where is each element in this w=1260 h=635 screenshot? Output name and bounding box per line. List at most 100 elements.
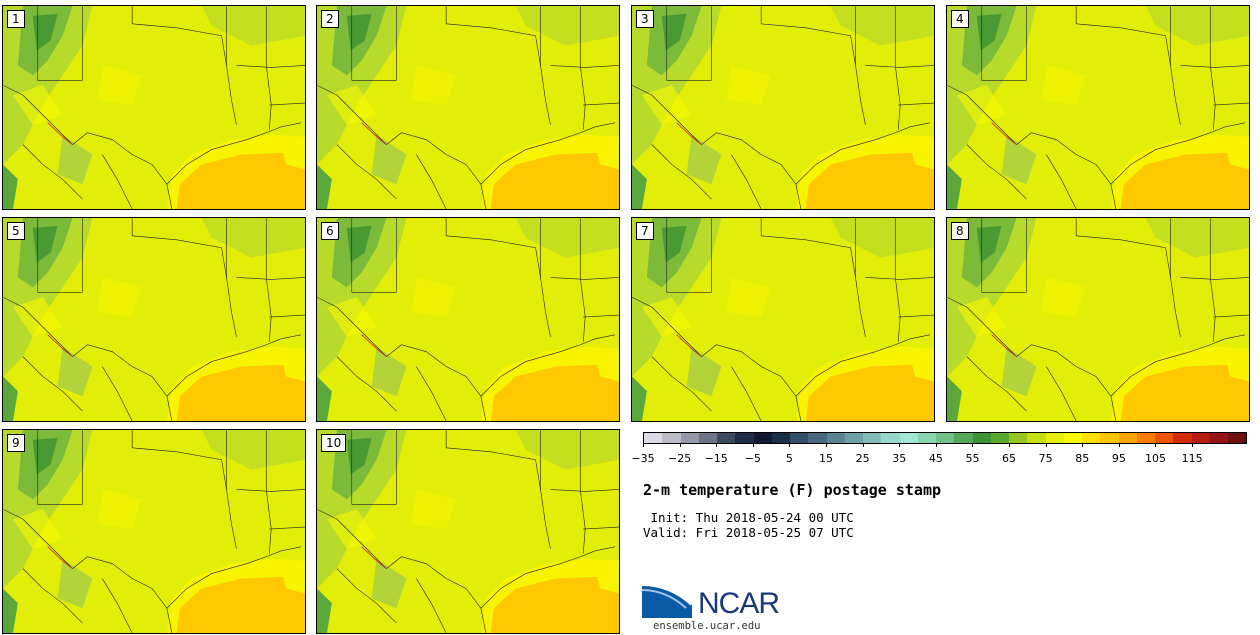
panel-number: 5	[7, 222, 25, 240]
ncar-logo-icon	[642, 582, 694, 618]
colorbar-swatch	[735, 433, 754, 443]
init-time: Init: Thu 2018-05-24 00 UTC	[643, 510, 854, 525]
map-panel-7: 7	[631, 217, 935, 422]
colorbar-swatch	[644, 433, 663, 443]
panel-number: 9	[7, 434, 25, 452]
valid-time: Valid: Fri 2018-05-25 07 UTC	[643, 525, 854, 540]
map-panel-3: 3	[631, 5, 935, 210]
colorbar-swatch	[899, 433, 918, 443]
colorbar-tick-label: 85	[1075, 452, 1090, 465]
temperature-map	[3, 430, 305, 633]
colorbar-tick	[716, 443, 718, 447]
colorbar-tick-label: 45	[928, 452, 943, 465]
colorbar-swatch	[936, 433, 955, 443]
panel-number: 8	[951, 222, 969, 240]
site-url: ensemble.ucar.edu	[653, 620, 761, 632]
colorbar-swatch	[662, 433, 681, 443]
panel-number: 1	[7, 10, 25, 28]
colorbar-swatch	[972, 433, 991, 443]
colorbar-tick	[1118, 443, 1120, 447]
map-panel-9: 9	[2, 429, 306, 634]
colorbar-swatch	[954, 433, 973, 443]
colorbar-tick	[1155, 443, 1157, 447]
colorbar-tick	[826, 443, 828, 447]
colorbar-tick-label: 115	[1181, 452, 1203, 465]
colorbar-swatch	[1045, 433, 1064, 443]
colorbar-swatch	[1155, 433, 1174, 443]
colorbar-tick-label: 35	[892, 452, 907, 465]
colorbar-tick	[935, 443, 937, 447]
colorbar-tick	[1045, 443, 1047, 447]
temperature-map	[947, 6, 1249, 209]
colorbar-tick	[643, 443, 644, 447]
colorbar-swatch	[1118, 433, 1137, 443]
colorbar-swatch	[863, 433, 882, 443]
colorbar-swatch	[881, 433, 900, 443]
map-panel-5: 5	[2, 217, 306, 422]
colorbar-swatch	[917, 433, 936, 443]
temperature-map	[632, 6, 934, 209]
colorbar-swatch	[1136, 433, 1155, 443]
colorbar-tick-label: −15	[704, 452, 728, 465]
colorbar-swatch	[680, 433, 699, 443]
colorbar-swatch	[698, 433, 717, 443]
colorbar-swatch	[844, 433, 863, 443]
colorbar-labels: −35 −25 −15 −5 5 15 25 35 45 55 65 75 85 95 105 115	[631, 452, 1247, 466]
colorbar	[643, 432, 1247, 444]
colorbar-tick-label: 75	[1038, 452, 1053, 465]
colorbar-tick-label: −35	[631, 452, 655, 465]
map-panel-8: 8	[946, 217, 1250, 422]
colorbar-tick-label: −25	[667, 452, 692, 465]
colorbar-swatch	[808, 433, 827, 443]
colorbar-tick	[899, 443, 901, 447]
colorbar-tick	[972, 443, 974, 447]
colorbar-swatch	[1009, 433, 1028, 443]
temperature-map	[3, 218, 305, 421]
map-panel-2: 2	[316, 5, 620, 210]
temperature-map	[317, 430, 619, 633]
colorbar-tick-label: −5	[744, 452, 761, 465]
colorbar-tick	[679, 443, 681, 447]
logo-text: NCAR	[698, 587, 780, 620]
map-panel-4: 4	[946, 5, 1250, 210]
panel-number: 6	[321, 222, 339, 240]
colorbar-swatch	[753, 433, 772, 443]
colorbar-tick-label: 65	[1002, 452, 1017, 465]
colorbar-ticks	[643, 443, 1247, 448]
panel-number: 10	[321, 434, 347, 452]
colorbar-tick	[1082, 443, 1084, 447]
colorbar-tick-label: 5	[785, 452, 793, 465]
colorbar-swatch	[790, 433, 809, 443]
colorbar-tick	[789, 443, 791, 447]
panel-number: 3	[636, 10, 654, 28]
colorbar-swatch	[1191, 433, 1210, 443]
colorbar-swatch	[1082, 433, 1101, 443]
map-panel-6: 6	[316, 217, 620, 422]
colorbar-swatch	[1063, 433, 1082, 443]
colorbar-tick-label: 25	[855, 452, 870, 465]
colorbar-tick	[1009, 443, 1011, 447]
temperature-map	[3, 6, 305, 209]
panel-number: 2	[321, 10, 339, 28]
colorbar-swatch	[771, 433, 790, 443]
colorbar-swatch	[717, 433, 736, 443]
chart-title: 2-m temperature (F) postage stamp	[643, 481, 942, 499]
colorbar-swatch	[826, 433, 845, 443]
colorbar-tick-label: 55	[965, 452, 980, 465]
temperature-map	[632, 218, 934, 421]
map-panel-10: 10	[316, 429, 620, 634]
colorbar-tick-label: 95	[1111, 452, 1126, 465]
colorbar-tick	[1192, 443, 1194, 447]
colorbar-swatch	[1209, 433, 1228, 443]
colorbar-swatch	[990, 433, 1009, 443]
colorbar-tick-label: 15	[819, 452, 834, 465]
temperature-map	[947, 218, 1249, 421]
colorbar-tick	[862, 443, 864, 447]
colorbar-swatch	[1027, 433, 1046, 443]
temperature-map	[317, 218, 619, 421]
colorbar-swatch	[1173, 433, 1192, 443]
map-panel-1: 1	[2, 5, 306, 210]
temperature-map	[317, 6, 619, 209]
colorbar-swatch	[1100, 433, 1119, 443]
colorbar-tick-label: 105	[1144, 452, 1166, 465]
